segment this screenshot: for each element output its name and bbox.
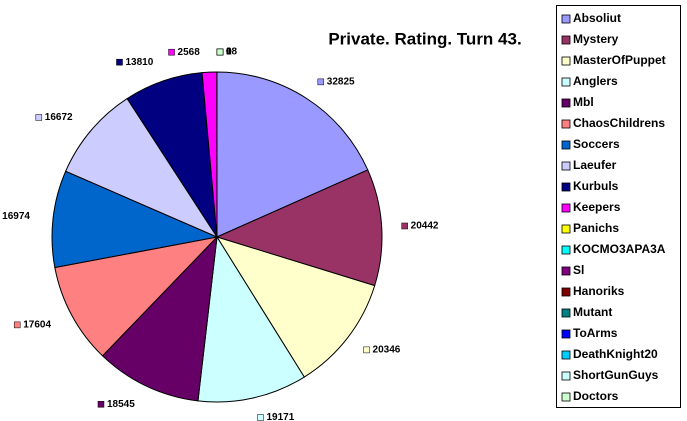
legend-key <box>561 371 571 381</box>
data-label: 0 <box>226 47 232 58</box>
legend-label: ToArms <box>573 326 618 340</box>
data-label: 18 <box>226 47 238 58</box>
legend-label: Soccers <box>573 137 620 151</box>
legend-label: Absoliut <box>573 11 621 25</box>
legend-key <box>561 203 571 213</box>
legend-key <box>561 329 571 339</box>
data-label: 13810 <box>125 57 153 68</box>
legend-label: Panichs <box>573 221 619 235</box>
legend-key <box>561 287 571 297</box>
legend-label: Mystery <box>573 32 619 46</box>
data-label: 20346 <box>373 345 401 356</box>
data-label-key <box>257 414 264 421</box>
data-label-key <box>216 48 224 56</box>
legend-label: ShortGunGuys <box>573 368 659 382</box>
pie-slice <box>54 236 219 357</box>
chart-title: Private. Rating. Turn 43. <box>328 29 521 48</box>
legend-key <box>561 392 571 402</box>
data-label: 2568 <box>178 47 201 58</box>
data-label: 0 <box>226 47 232 58</box>
pie-slice <box>51 170 219 269</box>
data-label: 18545 <box>107 399 135 410</box>
data-label-key <box>13 321 21 329</box>
data-label: 0 <box>226 47 232 58</box>
legend-key <box>561 266 571 276</box>
legend-key <box>561 35 571 45</box>
legend-label: Hanoriks <box>573 284 625 298</box>
data-label: 19171 <box>267 412 295 421</box>
pie-slice <box>65 97 219 239</box>
data-label-key <box>317 78 325 86</box>
legend-label: Kurbuls <box>573 179 619 193</box>
legend-label: ChaosChildrens <box>573 116 665 130</box>
pie-slice <box>101 235 218 402</box>
data-label: 0 <box>226 47 232 58</box>
legend-key <box>561 140 571 150</box>
data-label: 16672 <box>45 112 73 123</box>
legend-label: Doctors <box>573 389 619 403</box>
pie-slice <box>215 236 376 378</box>
legend-key <box>561 56 571 66</box>
data-label-key <box>168 48 175 56</box>
data-label: 0 <box>226 47 232 58</box>
legend-label: Anglers <box>573 74 618 88</box>
legend-label: MasterOfPuppet <box>573 53 666 67</box>
legend-key <box>561 98 571 108</box>
data-label: 0 <box>226 47 232 58</box>
legend-box <box>556 5 681 408</box>
data-label-key <box>401 222 408 230</box>
legend-label: KOCMO3APA3A <box>573 242 666 256</box>
legend-key <box>561 119 571 129</box>
pie-slice <box>215 169 383 287</box>
data-label: 0 <box>226 47 232 58</box>
legend-label: Mutant <box>573 305 612 319</box>
legend-key <box>561 350 571 360</box>
data-label-key <box>35 114 43 121</box>
legend-label: DeathKnight20 <box>573 347 658 361</box>
data-label: 32825 <box>327 77 355 88</box>
legend-label: Sl <box>573 263 584 277</box>
data-label-key <box>97 401 105 408</box>
legend-key <box>561 161 571 171</box>
legend-key <box>561 14 571 24</box>
pie-slice <box>197 235 305 403</box>
data-label: 20442 <box>411 221 439 232</box>
legend-label: Keepers <box>573 200 621 214</box>
legend-key <box>561 224 571 234</box>
legend-key <box>561 308 571 318</box>
legend-label: Mbl <box>573 95 594 109</box>
data-label-key <box>363 346 370 354</box>
data-label: 0 <box>226 47 232 58</box>
legend-key <box>561 245 571 255</box>
legend-key <box>561 182 571 192</box>
data-label-key <box>116 58 123 66</box>
data-label: 16974 <box>2 211 30 222</box>
pie-slice <box>216 71 369 238</box>
legend-key <box>561 77 571 87</box>
data-label: 17604 <box>23 320 51 331</box>
legend-label: Laeufer <box>573 158 617 172</box>
